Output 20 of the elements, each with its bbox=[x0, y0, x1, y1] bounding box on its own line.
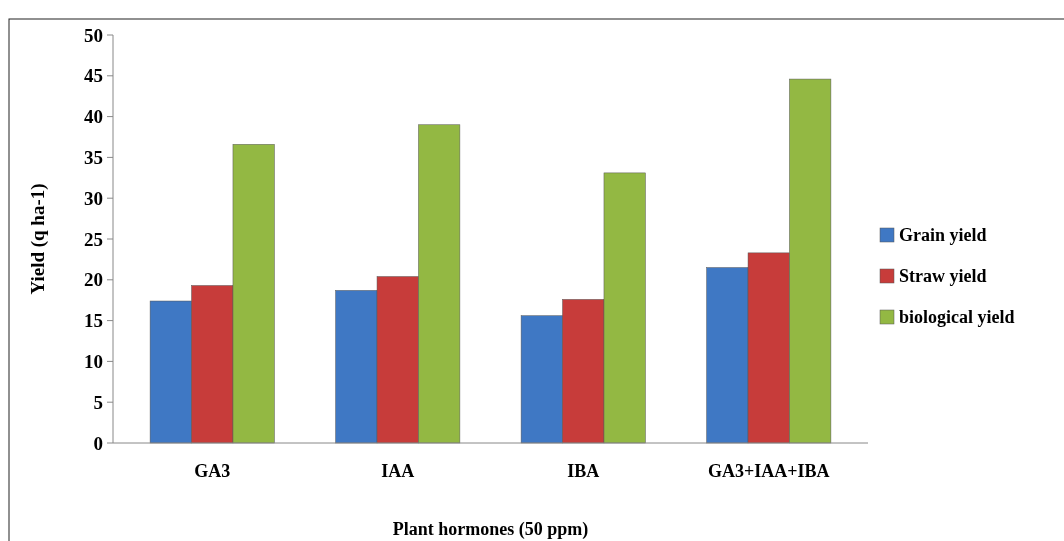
y-tick-label: 10 bbox=[84, 351, 103, 373]
y-tick-label: 45 bbox=[84, 65, 103, 87]
x-tick-label: GA3 bbox=[194, 461, 231, 481]
x-tick-label: IAA bbox=[381, 461, 415, 481]
y-tick-label: 5 bbox=[93, 391, 103, 413]
y-tick-label: 50 bbox=[84, 24, 103, 46]
legend-label: Straw yield bbox=[899, 266, 987, 287]
y-axis-title: Yield (q ha-1) bbox=[27, 183, 49, 295]
x-tick-label: IBA bbox=[567, 461, 600, 481]
legend-label: biological yield bbox=[899, 307, 1015, 328]
y-tick-label: 15 bbox=[84, 310, 103, 332]
legend-label: Grain yield bbox=[899, 225, 987, 246]
y-tick-label: 30 bbox=[84, 187, 103, 209]
x-tick-label: GA3+IAA+IBA bbox=[707, 461, 830, 481]
y-tick-label: 40 bbox=[84, 106, 103, 128]
y-tick-label: 0 bbox=[93, 432, 103, 454]
x-axis-title: Plant hormones (50 ppm) bbox=[392, 519, 589, 540]
y-tick-label: 25 bbox=[84, 228, 103, 250]
y-tick-label: 20 bbox=[84, 269, 103, 291]
y-tick-label: 35 bbox=[84, 147, 103, 169]
